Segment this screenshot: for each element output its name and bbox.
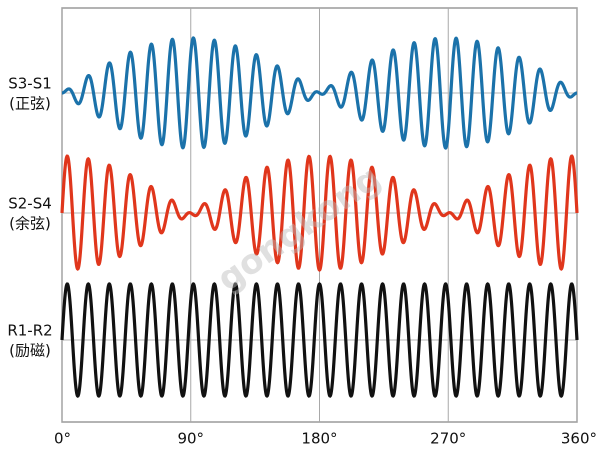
signal-name: R1-R2 xyxy=(7,322,52,340)
signal-note: (余弦) xyxy=(9,215,51,233)
signal-name: S3-S1 xyxy=(8,75,52,93)
grid xyxy=(61,8,578,422)
x-tick-label: 270° xyxy=(430,430,466,448)
signal-note: (正弦) xyxy=(9,95,51,113)
labels: 0° 90° 180° 270° 360° S3-S1 (正弦) S2-S4 (余弦) R1-R2… xyxy=(7,75,597,448)
x-tick-label: 180° xyxy=(301,430,337,448)
x-tick-label: 0° xyxy=(54,430,71,448)
watermark: gongkong xyxy=(210,158,388,300)
waves xyxy=(60,36,579,398)
x-tick-label: 360° xyxy=(561,430,597,448)
signal-note: (励磁) xyxy=(9,342,51,360)
waveform xyxy=(60,154,579,272)
signal-name: S2-S4 xyxy=(8,195,52,213)
waveform xyxy=(61,36,578,150)
waveform xyxy=(60,282,579,398)
x-tick-label: 90° xyxy=(177,430,204,448)
